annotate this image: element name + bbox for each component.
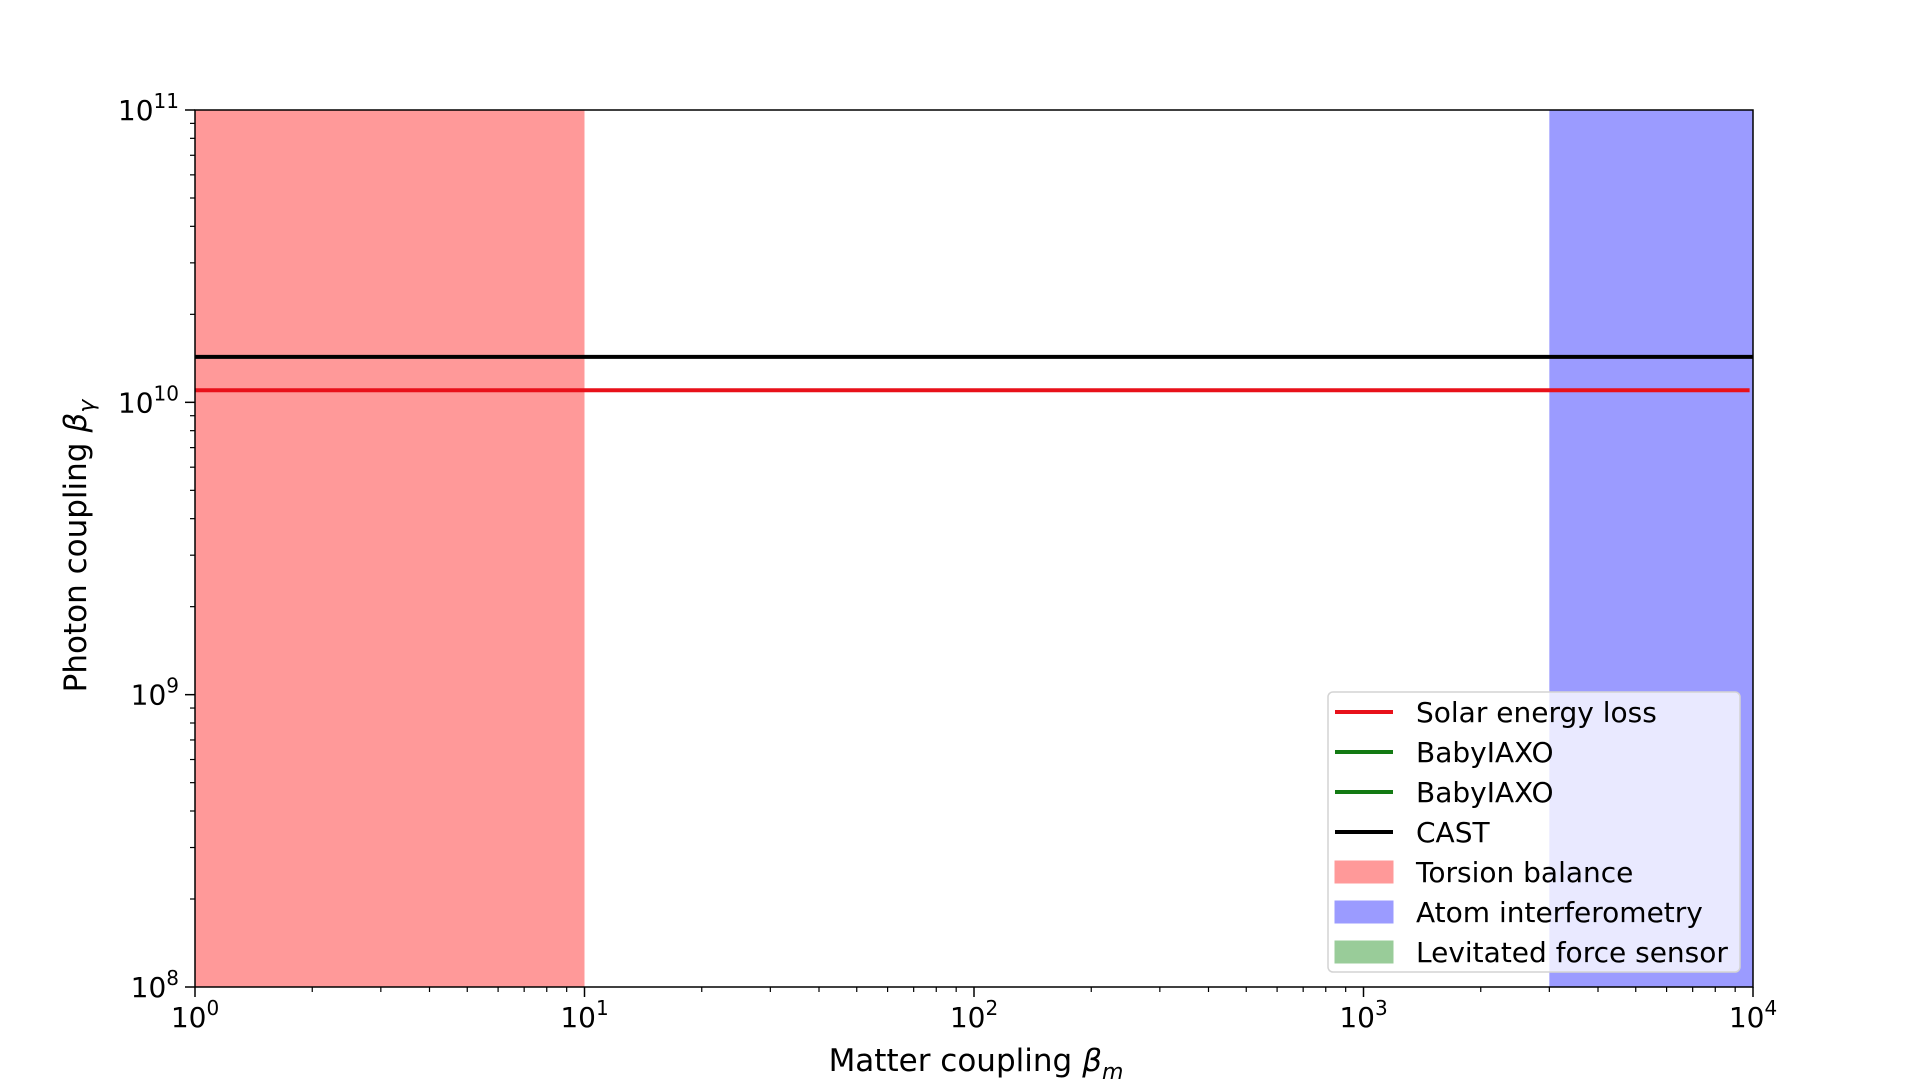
x-tick-label-base: 10 <box>171 1001 207 1034</box>
regions-layer <box>195 110 1753 987</box>
x-tick-label: 104 <box>1729 996 1777 1034</box>
legend-label: CAST <box>1416 816 1490 849</box>
x-tick-label-base: 10 <box>560 1001 596 1034</box>
legend-item: CAST <box>1335 816 1490 849</box>
legend-label: Levitated force sensor <box>1416 936 1728 969</box>
x-tick-label-exponent: 3 <box>1375 996 1388 1020</box>
x-tick-label-base: 10 <box>1339 1001 1375 1034</box>
x-axis-label-text: Matter coupling <box>829 1043 1073 1079</box>
legend-item: Levitated force sensor <box>1334 936 1728 969</box>
y-tick-label-base: 10 <box>118 386 154 419</box>
x-tick-label-exponent: 2 <box>985 996 998 1020</box>
x-tick-label: 103 <box>1339 996 1387 1034</box>
x-tick-label-exponent: 0 <box>206 996 219 1020</box>
x-tick-label-exponent: 1 <box>596 996 609 1020</box>
legend-swatch-patch <box>1334 860 1394 884</box>
legend-label: BabyIAXO <box>1416 736 1554 769</box>
y-tick-label-base: 10 <box>131 971 167 1004</box>
x-axis-label-subscript: m <box>1102 1060 1123 1080</box>
legend-label: Atom interferometry <box>1416 896 1703 929</box>
legend-label: Torsion balance <box>1415 856 1633 889</box>
y-tick-label-exponent: 9 <box>166 674 179 698</box>
y-tick-label-base: 10 <box>131 679 167 712</box>
legend-label: BabyIAXO <box>1416 776 1554 809</box>
y-tick-label-exponent: 10 <box>154 381 179 405</box>
legend-item: Atom interferometry <box>1334 896 1703 929</box>
y-tick-label-exponent: 8 <box>166 966 179 990</box>
legend-swatch-patch <box>1334 900 1394 924</box>
y-axis-label-symbol: β <box>58 413 94 434</box>
x-axis-label-symbol: β <box>1081 1043 1102 1079</box>
legend-label: Solar energy loss <box>1416 696 1657 729</box>
x-axis-ticks: 100 101 102 103 104 <box>171 987 1777 1034</box>
legend-item: Solar energy loss <box>1335 696 1657 729</box>
x-tick-label-base: 10 <box>1729 1001 1765 1034</box>
legend-swatch-patch <box>1334 940 1394 964</box>
legend-box <box>1327 691 1741 973</box>
x-tick-label-exponent: 4 <box>1764 996 1777 1020</box>
y-tick-label: 1010 <box>118 381 179 419</box>
x-tick-label: 102 <box>950 996 998 1034</box>
y-tick-label-base: 10 <box>118 94 154 127</box>
legend-item: Torsion balance <box>1334 856 1633 889</box>
x-tick-label: 100 <box>171 996 219 1034</box>
y-tick-label-exponent: 11 <box>154 89 179 113</box>
x-tick-label: 101 <box>560 996 608 1034</box>
lines-layer <box>195 354 1753 393</box>
y-tick-label: 109 <box>131 674 179 712</box>
region-0 <box>195 110 585 987</box>
y-tick-label: 1011 <box>118 89 179 127</box>
y-axis-label-subscript: γ <box>75 399 100 413</box>
legend-item: BabyIAXO <box>1335 776 1554 809</box>
x-axis-label: Matter coupling βm <box>829 1043 1124 1080</box>
legend: Solar energy loss BabyIAXO BabyIAXO CAST Tor… <box>1327 691 1741 973</box>
legend-items: Solar energy loss BabyIAXO BabyIAXO CAST Tor… <box>1334 696 1728 969</box>
legend-item: BabyIAXO <box>1335 736 1554 769</box>
y-axis-label: Photon coupling βγ <box>58 399 100 693</box>
x-tick-label-base: 10 <box>950 1001 986 1034</box>
y-axis-label-text: Photon coupling <box>58 443 94 693</box>
y-tick-label: 108 <box>131 966 179 1004</box>
